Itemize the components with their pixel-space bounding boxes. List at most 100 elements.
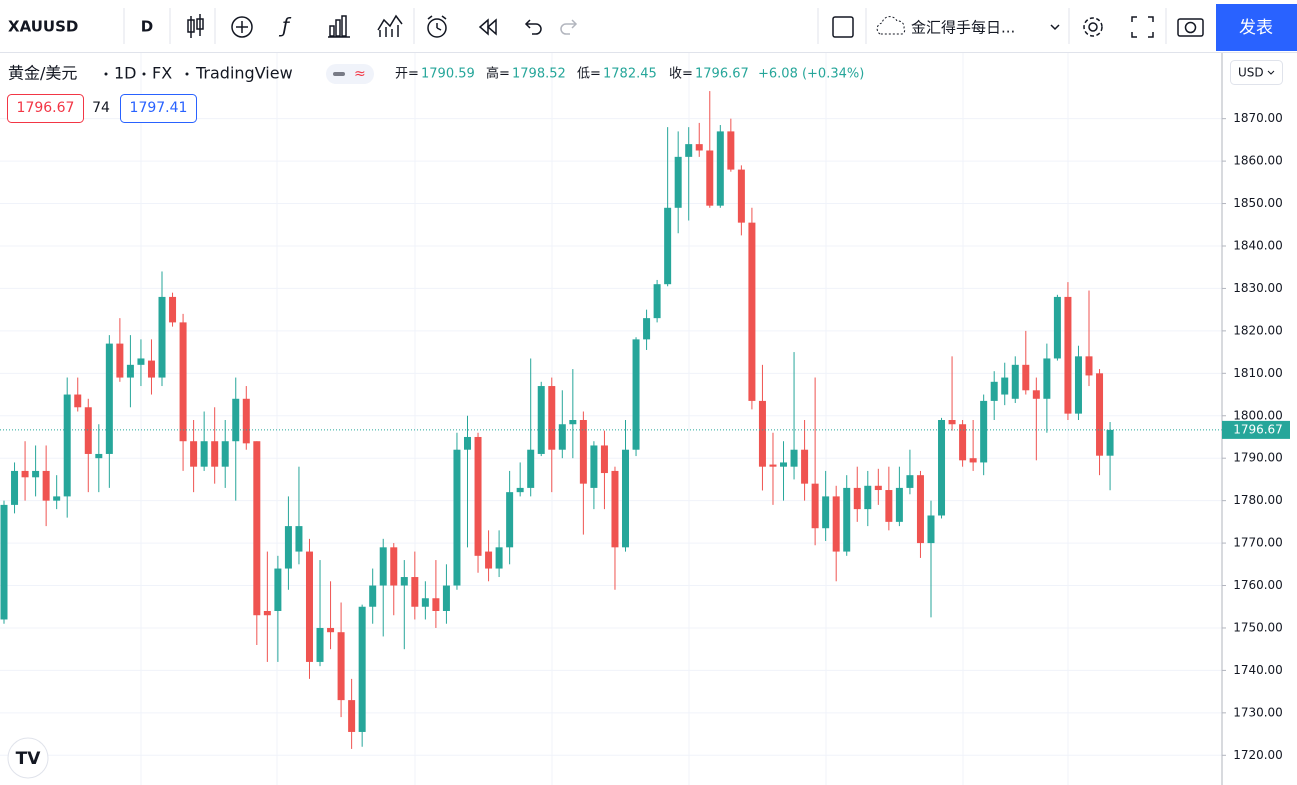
candle-body	[716, 131, 724, 206]
logo-mark: 𝗧𝗩	[16, 749, 42, 769]
legend-exchange: FX	[152, 64, 172, 83]
candle-body	[653, 284, 661, 319]
candle-body	[685, 144, 693, 157]
sell-box[interactable]	[7, 94, 84, 123]
currency: USD	[1238, 66, 1264, 80]
candle-body	[990, 381, 998, 401]
candle-body	[948, 420, 956, 425]
candle-body	[263, 610, 271, 616]
y-tick-label: 1830.00	[1233, 281, 1283, 295]
candle-body	[1022, 364, 1030, 391]
y-tick-label: 1770.00	[1233, 536, 1283, 550]
candle-body	[379, 547, 387, 586]
candle-body	[1043, 358, 1051, 399]
redo-icon[interactable]	[560, 19, 578, 35]
candle-body	[548, 386, 556, 450]
candle-body	[537, 386, 545, 454]
candle-body	[316, 627, 324, 662]
candle-body	[727, 131, 735, 170]
candle-body	[1001, 377, 1009, 395]
candle-body	[737, 169, 745, 223]
candle-body	[695, 144, 703, 151]
candle-body	[453, 449, 461, 586]
open-label: 开=	[395, 67, 419, 82]
candle-body	[327, 627, 335, 633]
low-value: 1782.45	[603, 67, 657, 82]
idea-title[interactable]: 金汇得手每日...	[911, 19, 1015, 37]
candle-body	[527, 449, 535, 488]
candle-body	[611, 470, 619, 548]
candle-body	[927, 515, 935, 544]
layout-icon[interactable]	[832, 16, 854, 38]
buy-box[interactable]	[120, 94, 197, 123]
y-tick-label: 1720.00	[1233, 748, 1283, 762]
candle-body	[1053, 296, 1061, 359]
candle-body	[105, 343, 113, 454]
candle-body	[938, 420, 946, 516]
publish-label: 发表	[1239, 18, 1273, 38]
alert-icon[interactable]	[427, 15, 447, 38]
dropdown-icon[interactable]	[1050, 24, 1060, 31]
candle-body	[337, 632, 345, 701]
candle-body	[137, 358, 145, 365]
replay-icon[interactable]	[478, 18, 497, 36]
candle-body	[959, 424, 967, 461]
candle-body	[885, 490, 893, 522]
fullscreen-icon[interactable]	[1131, 16, 1154, 38]
currency-button[interactable]	[1230, 60, 1283, 85]
candle-body	[21, 470, 29, 478]
candle-body	[432, 598, 440, 611]
publish-button[interactable]	[1216, 4, 1297, 51]
y-tick-label: 1740.00	[1233, 663, 1283, 677]
candle-body	[895, 487, 903, 522]
candle-body	[558, 424, 566, 450]
candle-body	[590, 445, 598, 488]
fx-icon[interactable]: ƒ	[278, 14, 292, 38]
candle-body	[74, 394, 82, 408]
interval[interactable]: D	[141, 18, 153, 36]
candle-body	[221, 441, 229, 467]
candle-body	[769, 464, 777, 467]
candle-body	[358, 606, 366, 732]
dot	[104, 72, 108, 76]
legend-name: 黄金/美元	[8, 64, 77, 83]
candle-body	[864, 485, 872, 510]
y-tick-label: 1730.00	[1233, 705, 1283, 719]
y-tick-label: 1750.00	[1233, 620, 1283, 634]
buy-price: 1797.41	[130, 100, 188, 116]
bars-icon[interactable]	[328, 15, 350, 38]
candle-body	[295, 526, 303, 552]
spread: 74	[92, 100, 110, 116]
y-tick-label: 1780.00	[1233, 493, 1283, 507]
candle-body	[1032, 390, 1040, 399]
last-price-box	[1222, 420, 1290, 439]
y-tick-label: 1840.00	[1233, 238, 1283, 252]
candle-body	[232, 398, 240, 442]
candle-body	[442, 585, 450, 611]
y-tick-label: 1860.00	[1233, 154, 1283, 168]
indicator-add-icon[interactable]	[231, 16, 253, 38]
candle-body	[874, 485, 882, 491]
low-label: 低=	[577, 67, 601, 82]
status-pill[interactable]	[326, 64, 374, 84]
y-tick-label: 1820.00	[1233, 323, 1283, 337]
candle-body	[622, 449, 630, 548]
candles-icon[interactable]	[187, 14, 204, 38]
candle-body	[253, 441, 261, 616]
toolbar: XAUUSD D ƒ 金汇得手每日... 发表	[0, 4, 1297, 53]
high-label: 高=	[486, 66, 510, 82]
currency-caret	[1267, 70, 1275, 75]
undo-icon[interactable]	[524, 19, 542, 35]
y-tick-label: 1800.00	[1233, 408, 1283, 422]
snapshot-icon[interactable]	[1177, 18, 1204, 37]
candle-body	[664, 207, 672, 285]
high-value: 1798.52	[512, 67, 566, 82]
y-tick-label: 1790.00	[1233, 451, 1283, 465]
symbol[interactable]: XAUUSD	[8, 18, 78, 36]
candle-body	[916, 475, 924, 544]
candle-body	[390, 547, 398, 586]
candle-body	[116, 343, 124, 378]
candle-body	[305, 551, 313, 662]
settings-icon[interactable]	[1083, 17, 1103, 37]
compare-icon[interactable]	[377, 14, 403, 37]
